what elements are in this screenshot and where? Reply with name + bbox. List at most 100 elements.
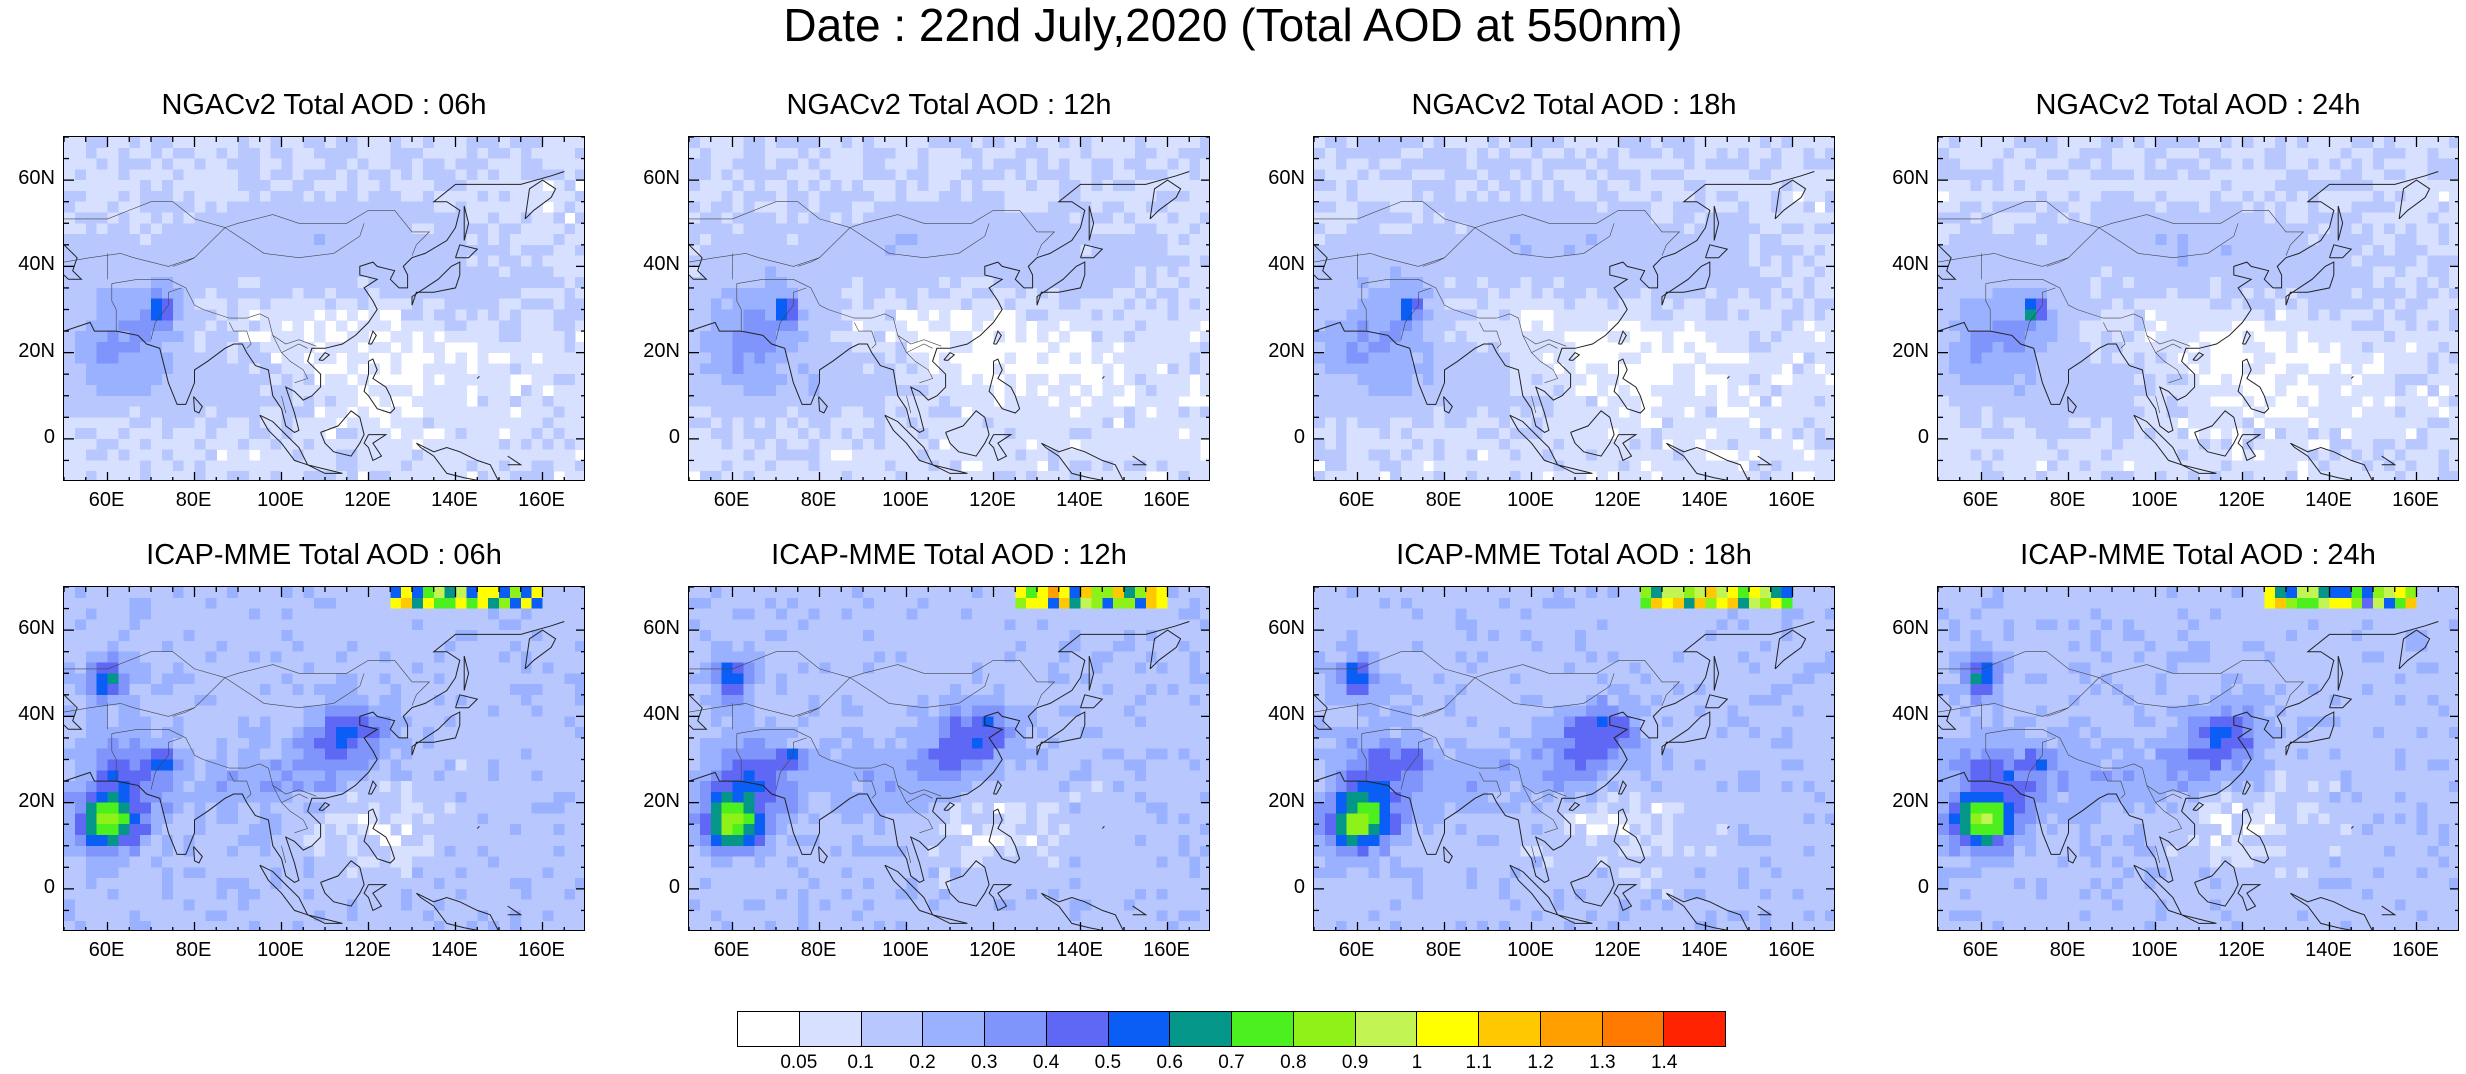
- lon-tick-label: 120E: [953, 489, 1033, 512]
- map-plot: [1937, 586, 2459, 931]
- lat-tick-label: 0: [1255, 426, 1305, 449]
- colorbar-box: [1479, 1012, 1541, 1046]
- lon-tick-label: 80E: [2028, 489, 2108, 512]
- lat-tick-label: 0: [5, 426, 55, 449]
- colorbar-box: [1417, 1012, 1479, 1046]
- lon-tick-label: 140E: [2289, 939, 2369, 962]
- lat-tick-label: 20N: [630, 340, 680, 363]
- lat-tick-label: 0: [630, 426, 680, 449]
- map-plot: [1313, 136, 1835, 481]
- aod-field: [1938, 137, 2459, 481]
- lat-tick-label: 20N: [1879, 340, 1929, 363]
- lat-tick-label: 0: [630, 876, 680, 899]
- lat-tick-label: 20N: [1879, 790, 1929, 813]
- lon-tick-label: 120E: [1578, 939, 1658, 962]
- lat-tick-label: 60N: [1879, 617, 1929, 640]
- lon-tick-label: 160E: [502, 939, 582, 962]
- lon-tick-label: 140E: [1665, 939, 1745, 962]
- lat-tick-label: 40N: [1255, 253, 1305, 276]
- colorbar-box: [1047, 1012, 1109, 1046]
- lon-tick-label: 80E: [1404, 939, 1484, 962]
- panel-title: NGACv2 Total AOD : 24h: [1917, 89, 2466, 122]
- lon-tick-label: 160E: [1752, 489, 1832, 512]
- lon-tick-label: 120E: [2202, 489, 2282, 512]
- lon-tick-label: 140E: [1040, 939, 1120, 962]
- colorbar-box: [1232, 1012, 1294, 1046]
- lat-tick-label: 0: [5, 876, 55, 899]
- lat-tick-label: 60N: [1255, 167, 1305, 190]
- lat-tick-label: 60N: [1879, 167, 1929, 190]
- lon-tick-label: 100E: [241, 489, 321, 512]
- lon-tick-label: 80E: [779, 489, 859, 512]
- panel-title: NGACv2 Total AOD : 12h: [668, 89, 1230, 122]
- aod-field: [689, 137, 1210, 481]
- lon-tick-label: 100E: [866, 489, 946, 512]
- lon-tick-label: 140E: [1665, 489, 1745, 512]
- lon-tick-label: 80E: [2028, 939, 2108, 962]
- lon-tick-label: 80E: [154, 489, 234, 512]
- lat-tick-label: 60N: [5, 617, 55, 640]
- lon-tick-label: 120E: [2202, 939, 2282, 962]
- lon-tick-label: 120E: [953, 939, 1033, 962]
- lon-tick-label: 100E: [241, 939, 321, 962]
- colorbar-box: [1170, 1012, 1232, 1046]
- lat-tick-label: 0: [1879, 426, 1929, 449]
- panel-title: NGACv2 Total AOD : 06h: [43, 89, 605, 122]
- panel-title: ICAP-MME Total AOD : 12h: [668, 539, 1230, 572]
- figure-title: Date : 22nd July,2020 (Total AOD at 550n…: [0, 0, 2466, 52]
- lon-tick-label: 160E: [2376, 939, 2456, 962]
- panel-title: ICAP-MME Total AOD : 18h: [1293, 539, 1855, 572]
- lon-tick-label: 160E: [1127, 939, 1207, 962]
- aod-field: [689, 587, 1210, 931]
- lat-tick-label: 20N: [1255, 340, 1305, 363]
- lon-tick-label: 60E: [692, 489, 772, 512]
- lon-tick-label: 100E: [2115, 489, 2195, 512]
- lon-tick-label: 100E: [1491, 939, 1571, 962]
- colorbar-box: [985, 1012, 1047, 1046]
- lon-tick-label: 60E: [67, 489, 147, 512]
- lat-tick-label: 0: [1255, 876, 1305, 899]
- colorbar-box: [1603, 1012, 1665, 1046]
- lon-tick-label: 140E: [415, 939, 495, 962]
- lat-tick-label: 20N: [630, 790, 680, 813]
- lat-tick-label: 60N: [630, 167, 680, 190]
- lat-tick-label: 20N: [1255, 790, 1305, 813]
- colorbar-box: [923, 1012, 985, 1046]
- lat-tick-label: 40N: [1255, 703, 1305, 726]
- lon-tick-label: 120E: [328, 939, 408, 962]
- aod-field: [1938, 587, 2459, 931]
- lat-tick-label: 20N: [5, 340, 55, 363]
- colorbar-box: [800, 1012, 862, 1046]
- panel-title: ICAP-MME Total AOD : 24h: [1917, 539, 2466, 572]
- lon-tick-label: 60E: [67, 939, 147, 962]
- panel-title: ICAP-MME Total AOD : 06h: [43, 539, 605, 572]
- colorbar-box: [738, 1012, 800, 1046]
- aod-field: [1314, 137, 1835, 481]
- lon-tick-label: 60E: [692, 939, 772, 962]
- colorbar-box: [1541, 1012, 1603, 1046]
- lon-tick-label: 140E: [1040, 489, 1120, 512]
- aod-field: [64, 137, 585, 481]
- colorbar-box: [1356, 1012, 1418, 1046]
- colorbar-box: [1109, 1012, 1171, 1046]
- colorbar-box: [1294, 1012, 1356, 1046]
- lon-tick-label: 60E: [1941, 939, 2021, 962]
- lon-tick-label: 120E: [328, 489, 408, 512]
- map-plot: [63, 136, 585, 481]
- lon-tick-label: 160E: [1752, 939, 1832, 962]
- lat-tick-label: 0: [1879, 876, 1929, 899]
- lon-tick-label: 160E: [2376, 489, 2456, 512]
- map-plot: [63, 586, 585, 931]
- map-plot: [1937, 136, 2459, 481]
- lon-tick-label: 60E: [1317, 939, 1397, 962]
- lon-tick-label: 60E: [1317, 489, 1397, 512]
- aod-field: [64, 587, 585, 931]
- colorbar-box: [1664, 1012, 1725, 1046]
- aod-colorbar: [737, 1011, 1726, 1047]
- lat-tick-label: 40N: [630, 703, 680, 726]
- lon-tick-label: 80E: [1404, 489, 1484, 512]
- panel-title: NGACv2 Total AOD : 18h: [1293, 89, 1855, 122]
- lon-tick-label: 120E: [1578, 489, 1658, 512]
- lat-tick-label: 40N: [5, 703, 55, 726]
- lon-tick-label: 60E: [1941, 489, 2021, 512]
